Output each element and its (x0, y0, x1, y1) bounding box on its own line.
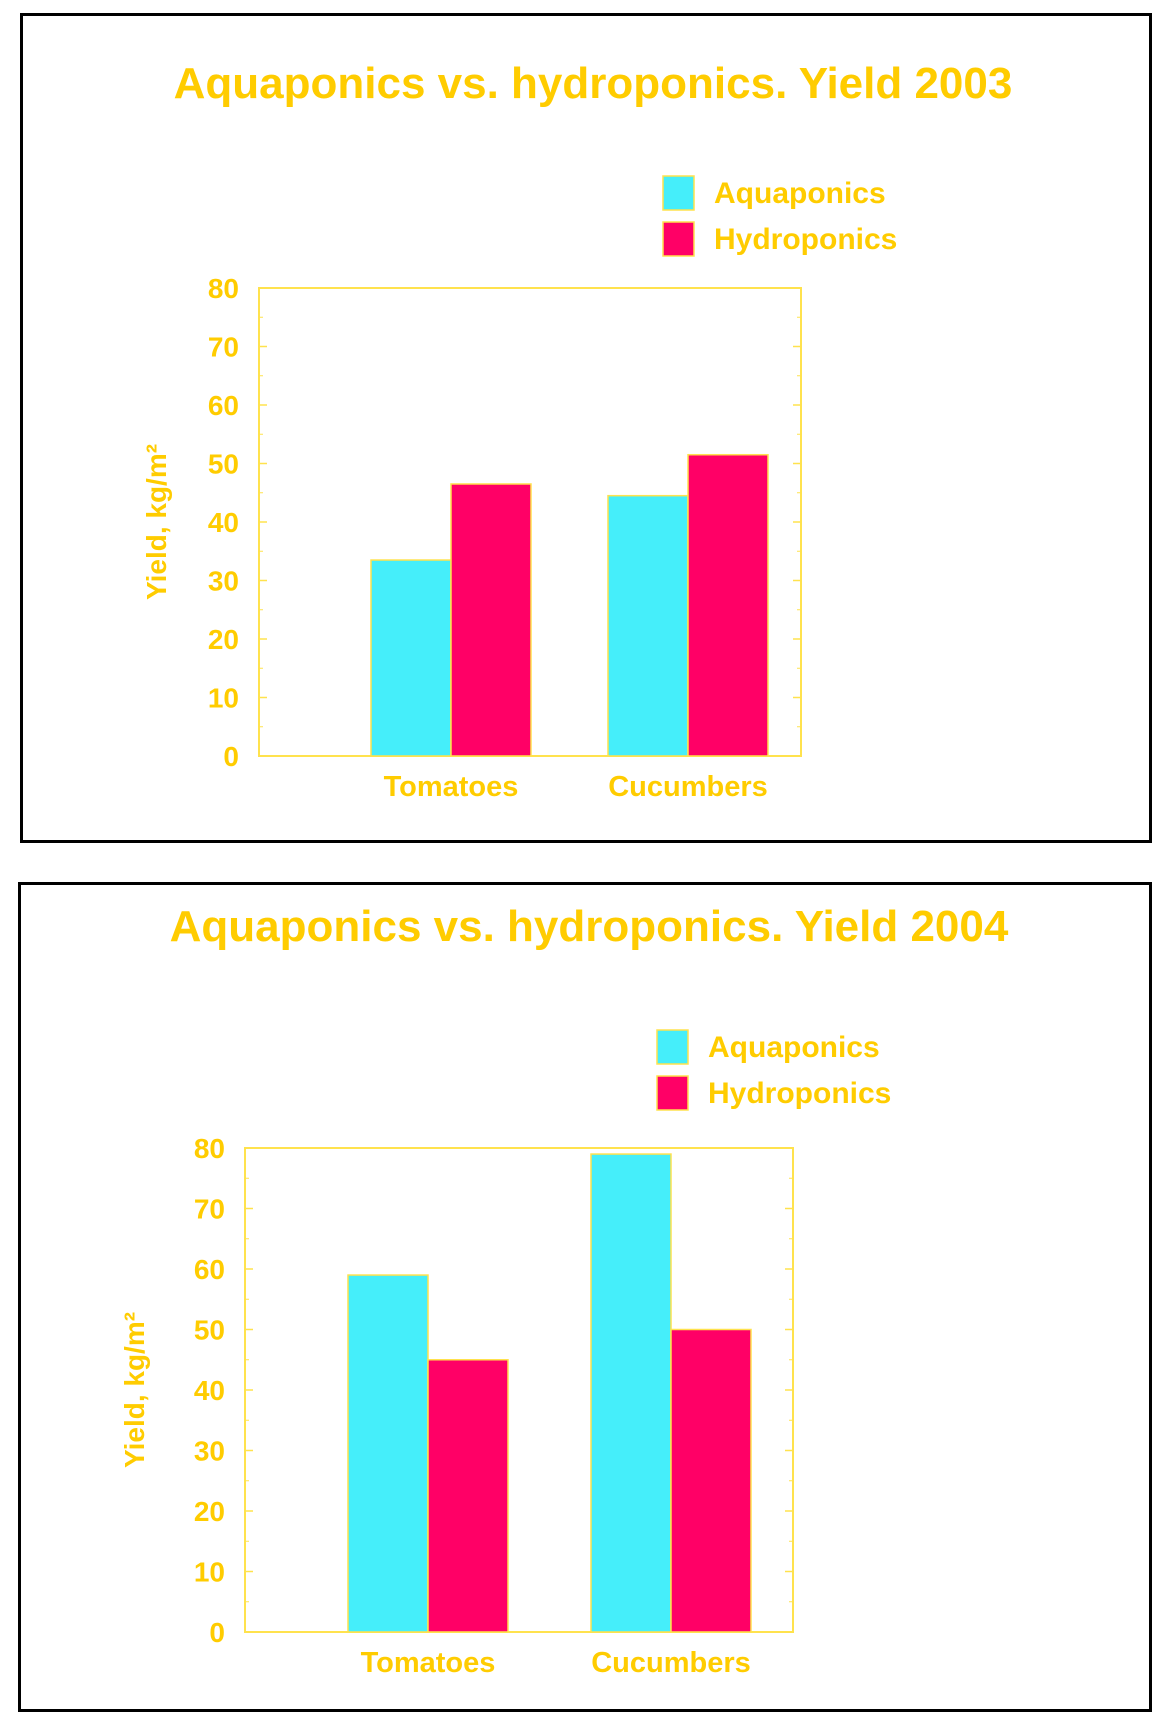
bar-cucumbers-hydroponics (670, 1328, 752, 1633)
legend-label-aquaponics: Aquaponics (714, 177, 886, 210)
bar-cucumbers-aquaponics (607, 494, 689, 757)
legend-swatch-hydroponics (662, 221, 695, 257)
bar-cucumbers-hydroponics (687, 453, 769, 757)
legend-swatch-aquaponics (656, 1029, 689, 1065)
y-tick-label: 0 (223, 741, 239, 772)
bar-tomatoes-hydroponics (450, 483, 532, 757)
y-tick-label: 40 (208, 507, 239, 538)
y-tick-label: 80 (194, 1133, 225, 1164)
legend-label-hydroponics: Hydroponics (714, 223, 897, 256)
y-tick-label: 30 (208, 566, 239, 597)
chart-panel-2004: Aquaponics vs. hydroponics. Yield 2004 Aq… (18, 882, 1152, 1712)
x-category-label: Cucumbers (608, 771, 768, 803)
x-category-label: Tomatoes (384, 771, 519, 803)
y-tick-label: 50 (194, 1315, 225, 1346)
y-tick-label: 70 (194, 1194, 225, 1225)
y-tick-label: 10 (208, 683, 239, 714)
y-axis-label: Yield, kg/m² (119, 1312, 150, 1468)
legend-label-aquaponics: Aquaponics (708, 1031, 880, 1064)
y-tick-label: 60 (194, 1254, 225, 1285)
y-axis-label: Yield, kg/m² (141, 444, 172, 600)
y-tick-label: 20 (194, 1496, 225, 1527)
y-tick-label: 50 (208, 449, 239, 480)
x-category-label: Cucumbers (591, 1647, 751, 1679)
chart-panel-2003: Aquaponics vs. hydroponics. Yield 2003 Aq… (20, 13, 1152, 843)
y-tick-label: 70 (208, 332, 239, 363)
legend-swatch-aquaponics (662, 175, 695, 211)
chart-svg: Aquaponics vs. hydroponics. Yield 2004 Aq… (119, 902, 1009, 1679)
bar-cucumbers-aquaponics (590, 1153, 672, 1633)
y-tick-label: 40 (194, 1375, 225, 1406)
chart-svg: Aquaponics vs. hydroponics. Yield 2003 Aq… (141, 59, 1013, 803)
bar-tomatoes-hydroponics (427, 1359, 509, 1633)
bar-tomatoes-aquaponics (370, 559, 452, 757)
bar-tomatoes-aquaponics (347, 1274, 429, 1633)
chart-title: Aquaponics vs. hydroponics. Yield 2004 (170, 902, 1009, 951)
y-tick-label: 10 (194, 1557, 225, 1588)
y-tick-label: 0 (209, 1617, 225, 1648)
y-tick-label: 20 (208, 624, 239, 655)
y-tick-label: 80 (208, 273, 239, 304)
y-tick-label: 30 (194, 1436, 225, 1467)
legend-swatch-hydroponics (656, 1075, 689, 1111)
y-tick-label: 60 (208, 390, 239, 421)
chart-title: Aquaponics vs. hydroponics. Yield 2003 (174, 59, 1013, 108)
x-category-label: Tomatoes (361, 1647, 496, 1679)
legend-label-hydroponics: Hydroponics (708, 1077, 891, 1110)
